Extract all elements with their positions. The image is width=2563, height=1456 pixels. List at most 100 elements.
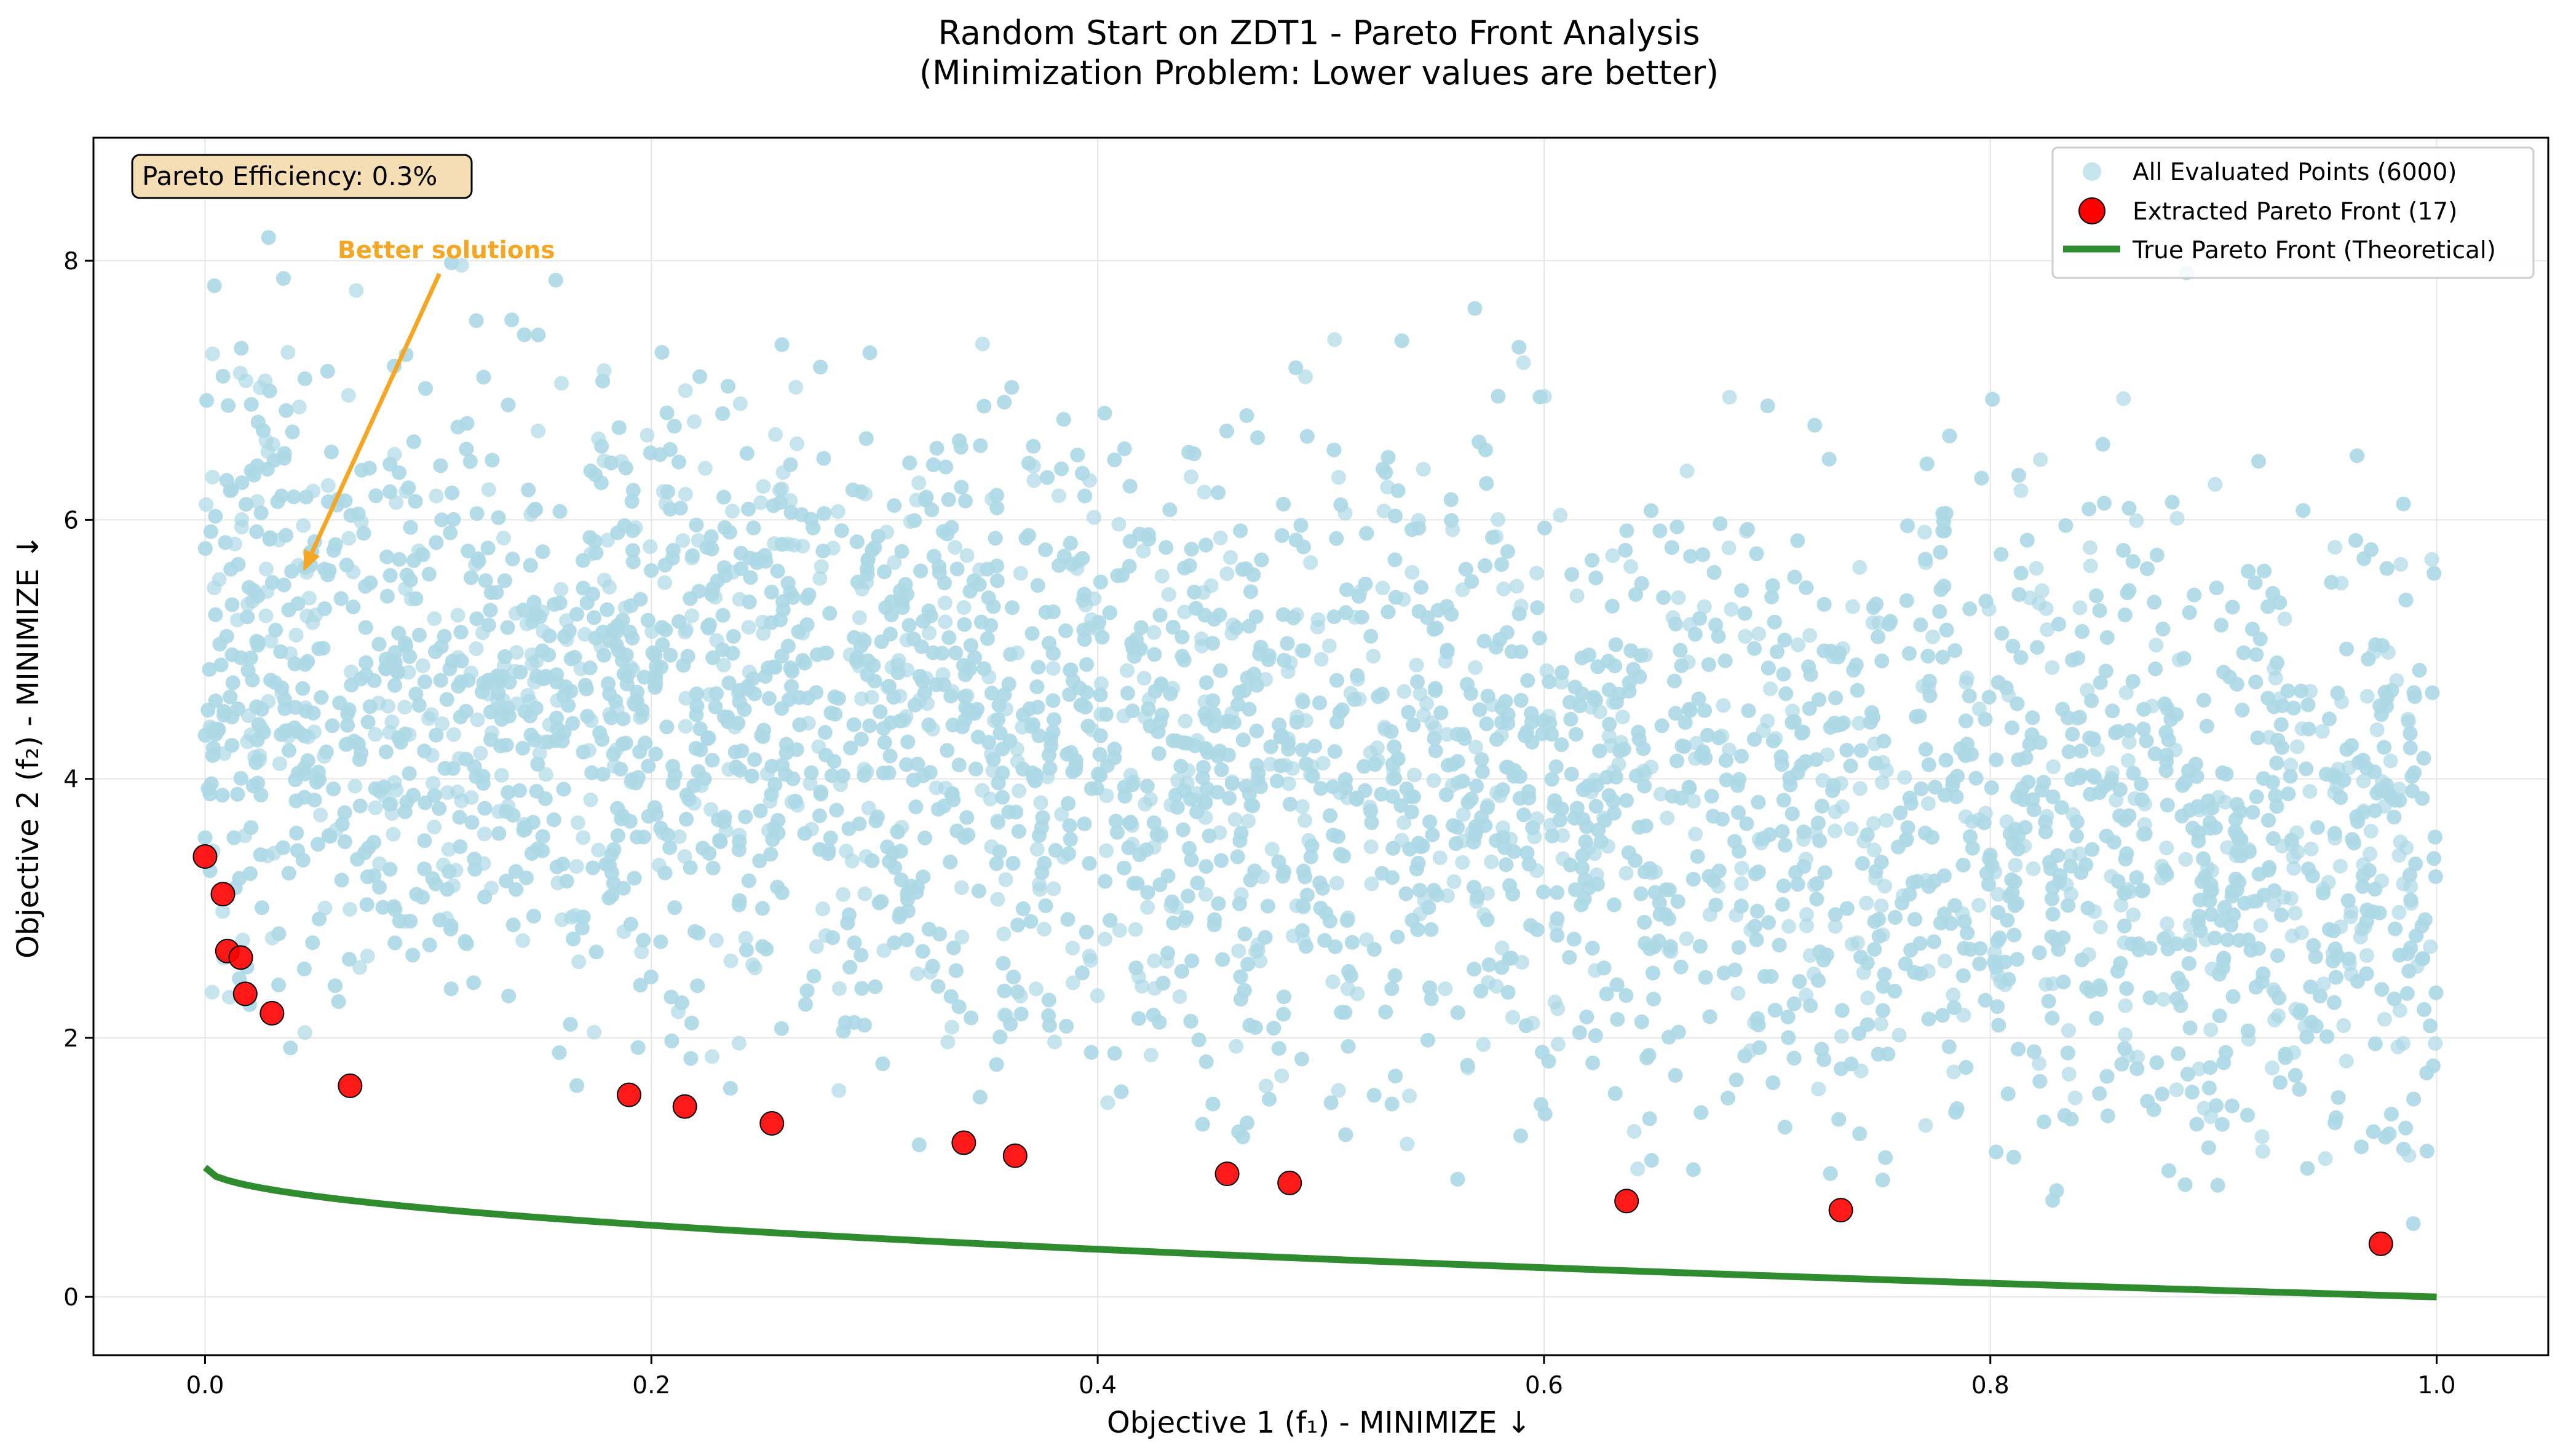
evaluated-point xyxy=(2216,951,2232,966)
evaluated-point xyxy=(1760,713,1775,729)
evaluated-point xyxy=(1917,825,1933,841)
evaluated-point xyxy=(1670,753,1684,769)
evaluated-point xyxy=(1878,1150,1893,1165)
evaluated-point xyxy=(1853,781,1868,796)
evaluated-point xyxy=(1618,542,1633,558)
evaluated-point xyxy=(2178,852,2193,867)
evaluated-point xyxy=(1444,513,1459,528)
evaluated-point xyxy=(2129,513,2144,528)
evaluated-point xyxy=(1340,913,1355,928)
evaluated-point xyxy=(1093,676,1109,691)
evaluated-point xyxy=(553,582,569,597)
evaluated-point xyxy=(1473,983,1489,999)
evaluated-point xyxy=(2032,945,2047,960)
evaluated-point xyxy=(1939,622,1954,638)
evaluated-point xyxy=(1396,815,1412,830)
evaluated-point xyxy=(1409,657,1424,673)
evaluated-point xyxy=(1476,1037,1491,1052)
evaluated-point xyxy=(1363,745,1378,761)
evaluated-point xyxy=(2248,675,2264,690)
evaluated-point xyxy=(1260,898,1275,914)
evaluated-point xyxy=(1045,661,1061,676)
evaluated-point xyxy=(1054,461,1069,477)
evaluated-point xyxy=(1092,747,1107,762)
evaluated-point xyxy=(643,969,659,984)
evaluated-point xyxy=(1852,1126,1868,1141)
evaluated-point xyxy=(1920,796,1936,811)
evaluated-point xyxy=(1446,874,1462,889)
evaluated-point xyxy=(2105,703,2120,719)
evaluated-point xyxy=(705,753,720,768)
evaluated-point xyxy=(922,625,937,641)
evaluated-point xyxy=(2155,1086,2169,1102)
evaluated-point xyxy=(215,368,231,384)
evaluated-point xyxy=(1765,734,1781,749)
evaluated-point xyxy=(401,665,416,680)
evaluated-point xyxy=(922,765,938,780)
evaluated-point xyxy=(1152,607,1168,623)
evaluated-point xyxy=(1107,1046,1122,1061)
evaluated-point xyxy=(868,979,883,994)
evaluated-point xyxy=(1550,911,1565,927)
evaluated-point xyxy=(2398,592,2414,607)
evaluated-point xyxy=(943,689,959,704)
evaluated-point xyxy=(2061,710,2076,726)
evaluated-point xyxy=(1965,841,1980,856)
evaluated-point xyxy=(1003,647,1018,662)
evaluated-point xyxy=(1850,682,1865,698)
evaluated-point xyxy=(2092,1086,2107,1101)
evaluated-point xyxy=(547,597,562,612)
evaluated-point xyxy=(1432,850,1448,866)
evaluated-point xyxy=(2013,566,2029,581)
evaluated-point xyxy=(421,711,437,726)
evaluated-point xyxy=(1903,796,1919,811)
evaluated-point xyxy=(1093,574,1108,590)
evaluated-point xyxy=(1907,912,1922,927)
evaluated-point xyxy=(925,959,940,974)
evaluated-point xyxy=(2229,676,2244,692)
evaluated-point xyxy=(382,861,398,877)
evaluated-point xyxy=(435,716,450,732)
evaluated-point xyxy=(359,897,374,912)
evaluated-point xyxy=(1028,981,1044,997)
evaluated-point xyxy=(341,388,356,403)
evaluated-point xyxy=(1120,686,1135,701)
evaluated-point xyxy=(1660,810,1675,826)
evaluated-point xyxy=(1384,724,1399,739)
evaluated-point xyxy=(667,900,683,916)
evaluated-point xyxy=(1673,959,1689,975)
evaluated-point xyxy=(1859,895,1874,911)
evaluated-point xyxy=(812,571,828,586)
evaluated-point xyxy=(1206,917,1222,933)
evaluated-point xyxy=(2401,963,2417,979)
evaluated-point xyxy=(477,889,493,904)
evaluated-point xyxy=(2116,391,2131,406)
evaluated-point xyxy=(249,699,264,714)
evaluated-point xyxy=(1821,451,1837,467)
evaluated-point xyxy=(2359,902,2375,917)
evaluated-point xyxy=(1013,566,1028,581)
evaluated-point xyxy=(2424,552,2439,567)
evaluated-point xyxy=(1159,540,1174,555)
evaluated-point xyxy=(2065,727,2080,742)
evaluated-point xyxy=(1259,1078,1274,1094)
evaluated-point xyxy=(783,457,798,472)
evaluated-point xyxy=(898,577,913,592)
evaluated-point xyxy=(530,756,545,772)
evaluated-point xyxy=(1387,770,1402,786)
evaluated-point xyxy=(569,606,585,622)
evaluated-point xyxy=(705,1049,719,1064)
evaluated-point xyxy=(2336,1018,2351,1033)
evaluated-point xyxy=(1799,918,1814,933)
evaluated-point xyxy=(951,758,967,773)
evaluated-point xyxy=(2010,696,2025,711)
evaluated-point xyxy=(906,772,921,788)
evaluated-point xyxy=(1519,845,1535,861)
evaluated-point xyxy=(500,620,515,635)
evaluated-point xyxy=(667,767,683,783)
evaluated-point xyxy=(1250,430,1266,445)
evaluated-point xyxy=(2327,826,2342,841)
evaluated-point xyxy=(1971,898,1986,913)
evaluated-point xyxy=(538,767,553,782)
evaluated-point xyxy=(1873,1016,1888,1032)
